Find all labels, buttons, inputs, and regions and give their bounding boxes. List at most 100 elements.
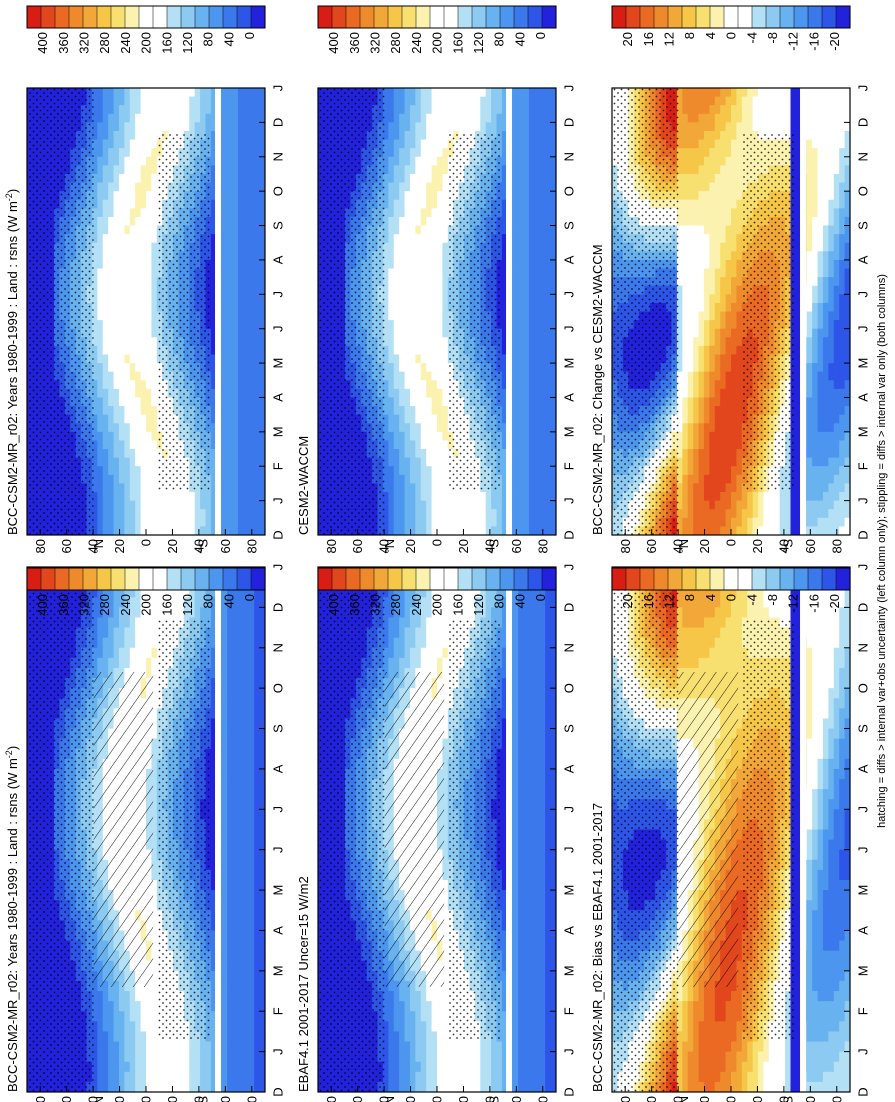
heatmap-cell (491, 1071, 497, 1083)
heatmap-cell (415, 1021, 422, 1032)
heatmap-cell (534, 859, 541, 871)
heatmap-cell (151, 849, 158, 861)
heatmap-cell (118, 647, 125, 659)
heatmap-cell (550, 869, 557, 881)
heatmap-cell (221, 1021, 228, 1032)
heatmap-cell (259, 718, 266, 729)
heatmap-cell (431, 627, 438, 639)
heatmap-cell (426, 1051, 432, 1063)
month-label: J (271, 846, 286, 853)
heatmap-cell (426, 647, 432, 659)
heatmap-cell (480, 1071, 487, 1083)
heatmap-cell (512, 1051, 519, 1063)
heatmap-cell (221, 940, 228, 952)
heatmap-cell (512, 738, 519, 750)
heatmap-cell (254, 1031, 260, 1042)
heatmap-cell (232, 1001, 239, 1012)
heatmap-cell (534, 728, 541, 740)
heatmap-cell (129, 1041, 136, 1053)
heatmap-cell (151, 940, 158, 952)
heatmap-cell (173, 587, 179, 598)
heatmap-cell (518, 1081, 524, 1093)
heatmap-cell (545, 991, 551, 1002)
heatmap-cell (442, 991, 449, 1002)
heatmap-cell (442, 718, 449, 729)
lat-unit-north: °N (382, 1096, 397, 1102)
heatmap-cell (129, 607, 136, 618)
heatmap-cell (501, 587, 508, 598)
heatmap-cell (518, 789, 524, 800)
heatmap-cell (243, 1051, 250, 1063)
heatmap-cell (221, 728, 228, 740)
heatmap-cell (550, 657, 557, 669)
heatmap-cell (534, 991, 541, 1002)
colorbar-tick-label: 120 (471, 594, 486, 616)
heatmap-cell (221, 1031, 228, 1042)
heatmap-cell (545, 617, 551, 628)
heatmap-cell (442, 809, 449, 820)
heatmap-cell (518, 879, 524, 891)
heatmap-cell (545, 869, 551, 881)
heatmap-cell (151, 879, 158, 891)
heatmap-cell (474, 1071, 481, 1083)
heatmap-cell (534, 597, 541, 608)
heatmap-cell (539, 900, 546, 911)
heatmap-cell (118, 607, 125, 618)
heatmap-cell (404, 1081, 411, 1093)
heatmap-cell (156, 607, 163, 618)
colorbar-swatch (415, 567, 431, 591)
heatmap-cell (518, 667, 524, 679)
heatmap-cell (221, 1081, 228, 1093)
heatmap-cell (243, 748, 250, 760)
missing-data-strip (506, 567, 513, 1092)
heatmap-cell (113, 1051, 120, 1063)
heatmap-cell (442, 768, 449, 780)
heatmap-cell (135, 607, 141, 618)
heatmap-cell (534, 1061, 541, 1073)
heatmap-cell (393, 1031, 400, 1042)
heatmap-cell (437, 1011, 443, 1022)
heatmap-cell (232, 728, 239, 740)
heatmap-cell (248, 728, 255, 740)
heatmap-cell (512, 657, 519, 669)
heatmap-cell (512, 1021, 519, 1032)
heatmap-cell (124, 1031, 131, 1042)
heatmap-cell (129, 1071, 136, 1083)
heatmap-cell (259, 768, 266, 780)
heatmap-cell (437, 1071, 443, 1083)
heatmap-cell (113, 1041, 120, 1053)
heatmap-cell (205, 1071, 212, 1083)
heatmap-cell (151, 708, 158, 719)
month-label: M (562, 885, 577, 896)
heatmap-cell (523, 940, 530, 952)
heatmap-cell (102, 637, 109, 649)
heatmap-cell (151, 1061, 158, 1073)
heatmap-cell (426, 1021, 432, 1032)
heatmap-cell (118, 637, 125, 649)
heatmap-cell (227, 890, 233, 901)
heatmap-cell (91, 607, 98, 618)
heatmap-cell (254, 708, 260, 719)
heatmap-cell (528, 1001, 535, 1012)
heatmap-cell (221, 799, 228, 810)
heatmap-cell (409, 1001, 416, 1012)
heatmap-cell (248, 859, 255, 871)
heatmap-cell (420, 1081, 427, 1093)
heatmap-cell (97, 1041, 104, 1053)
heatmap-cell (151, 1071, 158, 1083)
heatmap-cell (113, 1071, 120, 1083)
heatmap-cell (167, 1041, 174, 1053)
heatmap-cell (539, 980, 546, 992)
heatmap-cell (248, 910, 255, 921)
heatmap-cell (118, 1061, 125, 1073)
heatmap-cell (210, 970, 217, 982)
missing-data-strip (215, 567, 222, 1092)
heatmap-cell (534, 1051, 541, 1063)
heatmap-cell (124, 597, 131, 608)
heatmap-cell (523, 587, 530, 598)
heatmap-cell (388, 1001, 395, 1012)
heatmap-cell (442, 1021, 449, 1032)
heatmap-cell (693, 607, 699, 618)
heatmap-cell (550, 758, 557, 770)
heatmap-cell (550, 728, 557, 740)
